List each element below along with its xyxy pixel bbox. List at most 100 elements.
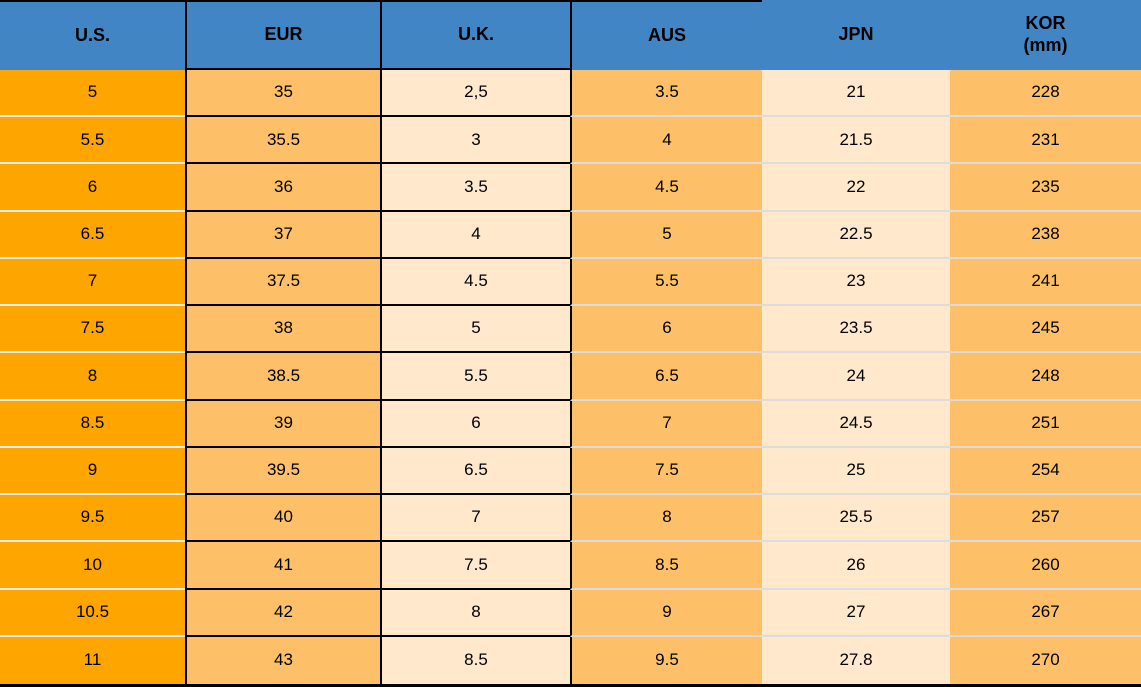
table-cell: 37.5	[185, 258, 380, 307]
table-cell: 231	[950, 117, 1141, 165]
table-cell: 25	[762, 447, 950, 496]
table-row: 8.5 39 6 7 24.5 251	[0, 400, 1141, 448]
table-cell: 228	[950, 70, 1141, 118]
table-cell: 8	[570, 495, 762, 543]
table-cell: 27	[762, 589, 950, 637]
column-header-jpn: JPN	[762, 0, 950, 70]
table-cell: 24.5	[762, 400, 950, 448]
table-cell: 5	[570, 211, 762, 259]
table-cell: 41	[185, 542, 380, 590]
table-cell: 39	[185, 400, 380, 448]
table-cell: 38.5	[185, 353, 380, 401]
table-cell: 4.5	[570, 164, 762, 212]
table-cell: 267	[950, 589, 1141, 637]
table-cell: 9.5	[570, 636, 762, 684]
table-cell: 25.5	[762, 495, 950, 543]
table-cell: 4.5	[380, 258, 570, 307]
table-cell: 37	[185, 211, 380, 259]
table-cell: 5.5	[0, 117, 185, 165]
table-cell: 42	[185, 589, 380, 637]
table-cell: 254	[950, 447, 1141, 496]
column-header-aus: AUS	[570, 0, 762, 70]
column-header-us: U.S.	[0, 0, 185, 70]
header-label: JPN	[838, 24, 874, 45]
column-header-uk: U.K.	[380, 0, 570, 70]
header-label: U.S.	[74, 25, 110, 46]
table-cell: 38	[185, 306, 380, 354]
table-row: 7 37.5 4.5 5.5 23 241	[0, 258, 1141, 307]
table-row: 5.5 35.5 3 4 21.5 231	[0, 117, 1141, 165]
table-cell: 22.5	[762, 211, 950, 259]
table-cell: 36	[185, 164, 380, 212]
table-row: 6.5 37 4 5 22.5 238	[0, 211, 1141, 259]
header-label: EUR	[264, 24, 303, 45]
table-cell: 39.5	[185, 447, 380, 496]
column-header-eur: EUR	[185, 0, 380, 70]
table-cell: 5	[0, 70, 185, 118]
table-cell: 4	[380, 211, 570, 259]
table-cell: 257	[950, 495, 1141, 543]
table-cell: 21	[762, 70, 950, 118]
table-cell: 238	[950, 211, 1141, 259]
table-cell: 7	[570, 400, 762, 448]
table-cell: 7	[380, 495, 570, 543]
table-cell: 8.5	[380, 636, 570, 684]
table-cell: 235	[950, 164, 1141, 212]
header-sublabel: (mm)	[1023, 35, 1068, 55]
table-cell: 7.5	[570, 447, 762, 496]
table-cell: 40	[185, 495, 380, 543]
table-cell: 3.5	[570, 70, 762, 118]
table-cell: 22	[762, 164, 950, 212]
table-cell: 2,5	[380, 70, 570, 118]
table-cell: 6	[570, 306, 762, 354]
table-cell: 9	[0, 447, 185, 496]
table-cell: 5.5	[570, 258, 762, 307]
header-label: U.K.	[458, 24, 494, 45]
table-cell: 9	[570, 589, 762, 637]
table-cell: 9.5	[0, 495, 185, 543]
table-cell: 6.5	[570, 353, 762, 401]
table-cell: 8	[380, 589, 570, 637]
table-cell: 260	[950, 542, 1141, 590]
table-row: 8 38.5 5.5 6.5 24 248	[0, 353, 1141, 401]
table-cell: 4	[570, 117, 762, 165]
table-cell: 6	[0, 164, 185, 212]
table-header-row: U.S. EUR U.K. AUS JPN KOR (mm)	[0, 0, 1141, 70]
header-label: KOR	[1025, 13, 1066, 34]
table-cell: 21.5	[762, 117, 950, 165]
table-cell: 251	[950, 400, 1141, 448]
table-cell: 8.5	[0, 400, 185, 448]
table-row: 9 39.5 6.5 7.5 25 254	[0, 447, 1141, 496]
table-row: 11 43 8.5 9.5 27.8 270	[0, 636, 1141, 684]
table-row: 10 41 7.5 8.5 26 260	[0, 542, 1141, 590]
table-cell: 3	[380, 117, 570, 165]
table-cell: 35	[185, 70, 380, 118]
table-cell: 26	[762, 542, 950, 590]
table-cell: 6	[380, 400, 570, 448]
table-cell: 7.5	[0, 306, 185, 354]
table-cell: 27.8	[762, 636, 950, 684]
table-cell: 270	[950, 636, 1141, 684]
table-row: 10.5 42 8 9 27 267	[0, 589, 1141, 637]
table-cell: 248	[950, 353, 1141, 401]
column-header-kor: KOR (mm)	[950, 0, 1141, 70]
table-cell: 3.5	[380, 164, 570, 212]
table-row: 6 36 3.5 4.5 22 235	[0, 164, 1141, 212]
table-cell: 35.5	[185, 117, 380, 165]
table-cell: 6.5	[0, 211, 185, 259]
table-row: 9.5 40 7 8 25.5 257	[0, 495, 1141, 543]
table-cell: 5	[380, 306, 570, 354]
header-label: AUS	[647, 25, 686, 46]
table-cell: 23.5	[762, 306, 950, 354]
table-row: 7.5 38 5 6 23.5 245	[0, 306, 1141, 354]
table-row: 5 35 2,5 3.5 21 228	[0, 70, 1141, 118]
table-cell: 10	[0, 542, 185, 590]
table-cell: 24	[762, 353, 950, 401]
table-cell: 7	[0, 258, 185, 307]
table-cell: 8.5	[570, 542, 762, 590]
table-cell: 8	[0, 353, 185, 401]
table-cell: 241	[950, 258, 1141, 307]
table-cell: 6.5	[380, 447, 570, 496]
table-cell: 23	[762, 258, 950, 307]
